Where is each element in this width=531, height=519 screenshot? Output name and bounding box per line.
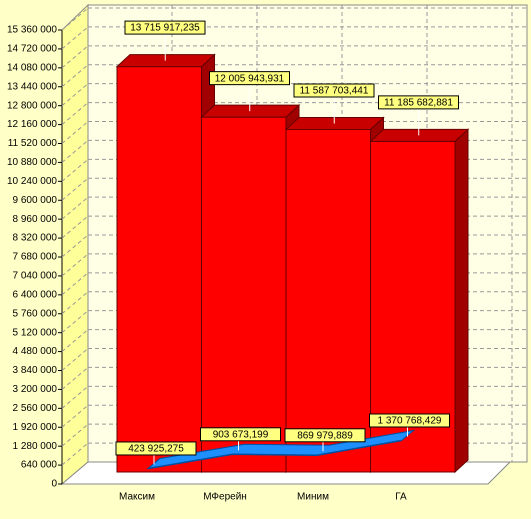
y-tick-label: 8 960 000 <box>13 214 58 225</box>
y-tick-label: 4 480 000 <box>13 346 58 357</box>
y-tick-label: 640 000 <box>21 460 58 471</box>
y-tick-label: 10 880 000 <box>7 157 57 168</box>
value-label-box <box>200 427 281 442</box>
y-tick-label: 0 <box>51 479 57 490</box>
y-tick-label: 5 120 000 <box>13 327 58 338</box>
grid-line-left <box>61 215 89 239</box>
value-label-box <box>284 428 366 443</box>
grid-line-left <box>61 423 89 447</box>
grid-line-left <box>61 140 89 163</box>
grid-line-left <box>61 45 89 69</box>
y-tick-label: 10 240 000 <box>7 176 57 187</box>
grid-line-left <box>61 26 89 50</box>
grid-line-left <box>61 121 89 144</box>
y-tick-label: 13 440 000 <box>7 81 57 92</box>
value-label-box <box>209 71 290 86</box>
value-label-box <box>124 20 206 35</box>
value-label-box <box>115 441 197 456</box>
grid-line-left <box>61 234 89 258</box>
y-tick-label: 9 600 000 <box>13 195 58 206</box>
y-tick-label: 12 160 000 <box>7 119 57 130</box>
y-tick-label: 14 080 000 <box>7 62 57 73</box>
value-label: 869 979,889 <box>297 430 353 441</box>
grid-line-left <box>61 102 89 125</box>
grid-line-left <box>61 158 89 182</box>
y-tick-label: 5 760 000 <box>13 308 58 319</box>
bar-side <box>454 128 469 474</box>
x-tick-label: МФерейн <box>203 492 247 503</box>
grid-line-left <box>61 83 89 107</box>
line <box>147 439 402 470</box>
bar <box>285 128 371 473</box>
left-wall <box>61 3 89 486</box>
y-tick-label: 12 800 000 <box>7 100 57 111</box>
value-label: 13 715 917,235 <box>130 23 200 34</box>
grid-line-left <box>61 329 89 352</box>
y-tick-label: 14 720 000 <box>7 44 57 55</box>
y-tick-label: 3 200 000 <box>13 384 58 395</box>
grid-line-left <box>61 177 89 201</box>
value-label: 11 185 682,881 <box>384 98 453 109</box>
grid-line-left <box>61 253 89 277</box>
y-tick-label: 8 320 000 <box>13 233 58 244</box>
y-tick-label: 1 280 000 <box>13 441 58 452</box>
grid-line-left <box>61 291 89 315</box>
grid-line-left <box>61 348 89 371</box>
value-label-box <box>293 83 375 98</box>
y-tick-label: 7 680 000 <box>13 252 58 263</box>
grid-line-left <box>61 367 89 390</box>
value-label-box <box>378 95 459 110</box>
y-tick-label: 6 400 000 <box>13 289 58 300</box>
grid-line-left <box>61 272 89 296</box>
grid-line-left <box>61 7 89 31</box>
x-tick-label: ГА <box>395 492 407 503</box>
grid-line-left <box>61 310 89 334</box>
y-tick-label: 2 560 000 <box>13 403 58 414</box>
grid-line-left <box>61 196 89 220</box>
value-label: 12 005 943,931 <box>215 73 285 84</box>
bar <box>201 116 287 473</box>
bar <box>116 66 202 473</box>
grid-line-left <box>61 64 89 88</box>
grid-line-left <box>61 442 89 466</box>
value-label: 423 925,275 <box>128 444 184 455</box>
value-label-box <box>369 413 450 428</box>
grid-line-left <box>61 404 89 428</box>
y-tick-label: 7 040 000 <box>13 271 58 282</box>
y-tick-label: 3 840 000 <box>13 365 58 376</box>
y-tick-label: 1 920 000 <box>13 422 58 433</box>
x-tick-label: Миним <box>297 492 329 503</box>
value-label: 1 370 768,429 <box>378 416 442 427</box>
y-tick-label: 11 520 000 <box>8 138 58 149</box>
grid-line-left <box>61 385 89 409</box>
x-tick-label: Максим <box>119 492 155 503</box>
value-label: 903 673,199 <box>213 429 269 440</box>
y-tick-label: 15 360 000 <box>7 25 57 36</box>
value-label: 11 587 703,441 <box>300 86 369 97</box>
